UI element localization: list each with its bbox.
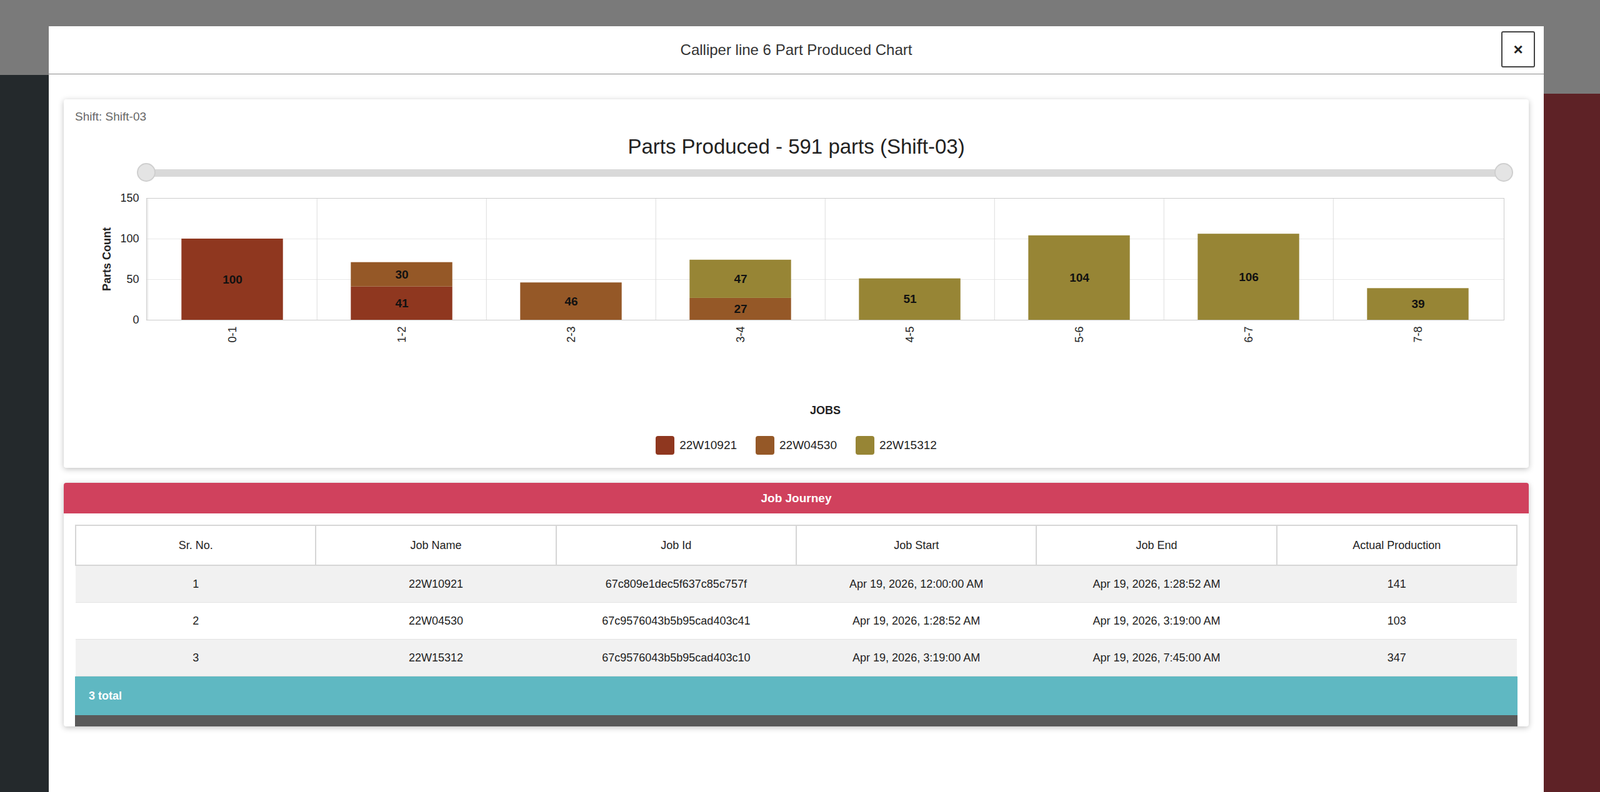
svg-text:41: 41	[395, 296, 409, 310]
svg-text:0: 0	[132, 313, 139, 327]
svg-text:30: 30	[395, 268, 409, 282]
html-text:3 total: 3 total	[88, 690, 122, 703]
html-text:Calliper line 6 Part Produced: Calliper line 6 Part Produced Chart	[680, 41, 913, 59]
svg-text:39: 39	[1411, 297, 1425, 311]
html-text:Job Id: Job Id	[660, 539, 692, 552]
html-text:Apr 19, 2026, 1:28:52 AM: Apr 19, 2026, 1:28:52 AM	[852, 614, 981, 628]
svg-text:27: 27	[733, 302, 747, 316]
html-text:2: 2	[192, 614, 199, 628]
html-text:347: 347	[1387, 651, 1407, 665]
html-text:103: 103	[1387, 614, 1407, 628]
html-text:67c9576043b5b95cad403c41: 67c9576043b5b95cad403c41	[602, 614, 751, 628]
html-text:Sr. No.: Sr. No.	[178, 539, 213, 552]
svg-text:104: 104	[1069, 271, 1090, 285]
html-text:3: 3	[192, 651, 199, 665]
html-text:67c809e1dec5f637c85c757f: 67c809e1dec5f637c85c757f	[605, 577, 747, 591]
svg-text:100: 100	[222, 273, 243, 287]
svg-text:150: 150	[120, 191, 139, 205]
svg-text:46: 46	[564, 295, 578, 309]
svg-text:2-3: 2-3	[565, 326, 578, 344]
html-text:22W15312: 22W15312	[408, 651, 464, 665]
html-text:1: 1	[192, 577, 199, 591]
svg-text:50: 50	[126, 273, 139, 286]
html-text:22W10921: 22W10921	[408, 577, 464, 591]
html-text:Apr 19, 2026, 7:45:00 AM: Apr 19, 2026, 7:45:00 AM	[1092, 651, 1221, 665]
html-text:22W10921: 22W10921	[679, 438, 737, 452]
html-text:Shift: Shift-03: Shift: Shift-03	[75, 110, 147, 124]
html-text:Job Name: Job Name	[410, 539, 462, 552]
html-text:141: 141	[1387, 577, 1407, 591]
html-text:Job Journey: Job Journey	[760, 491, 832, 505]
html-text:Parts Produced - 591 parts (Sh: Parts Produced - 591 parts (Shift-03)	[627, 135, 965, 159]
svg-text:6-7: 6-7	[1242, 326, 1255, 344]
svg-text:1-2: 1-2	[395, 326, 409, 344]
html-text:Apr 19, 2026, 3:19:00 AM: Apr 19, 2026, 3:19:00 AM	[852, 651, 981, 665]
html-text:Apr 19, 2026, 3:19:00 AM: Apr 19, 2026, 3:19:00 AM	[1092, 614, 1221, 628]
svg-text:4-5: 4-5	[903, 326, 917, 344]
html-text:22W04530: 22W04530	[408, 614, 464, 628]
html-text:Apr 19, 2026, 1:28:52 AM: Apr 19, 2026, 1:28:52 AM	[1092, 577, 1221, 591]
svg-text:5-6: 5-6	[1073, 326, 1086, 344]
html-text:Apr 19, 2026, 12:00:00 AM: Apr 19, 2026, 12:00:00 AM	[849, 577, 984, 591]
html-text:Job Start: Job Start	[893, 539, 939, 552]
html-text:67c9576043b5b95cad403c10: 67c9576043b5b95cad403c10	[602, 651, 751, 665]
html-text:22W15312: 22W15312	[879, 438, 937, 452]
svg-text:Parts Count: Parts Count	[100, 227, 114, 292]
svg-text:106: 106	[1238, 270, 1259, 284]
svg-text:JOBS: JOBS	[810, 404, 841, 417]
svg-text:3-4: 3-4	[734, 326, 747, 344]
svg-text:100: 100	[120, 232, 139, 245]
svg-text:47: 47	[733, 272, 747, 286]
svg-text:51: 51	[903, 292, 917, 306]
html-text:22W04530: 22W04530	[779, 438, 837, 452]
svg-text:0-1: 0-1	[226, 326, 239, 344]
svg-text:7-8: 7-8	[1411, 326, 1425, 344]
html-text:Actual Production: Actual Production	[1352, 539, 1441, 552]
html-text:Job End: Job End	[1135, 539, 1178, 552]
